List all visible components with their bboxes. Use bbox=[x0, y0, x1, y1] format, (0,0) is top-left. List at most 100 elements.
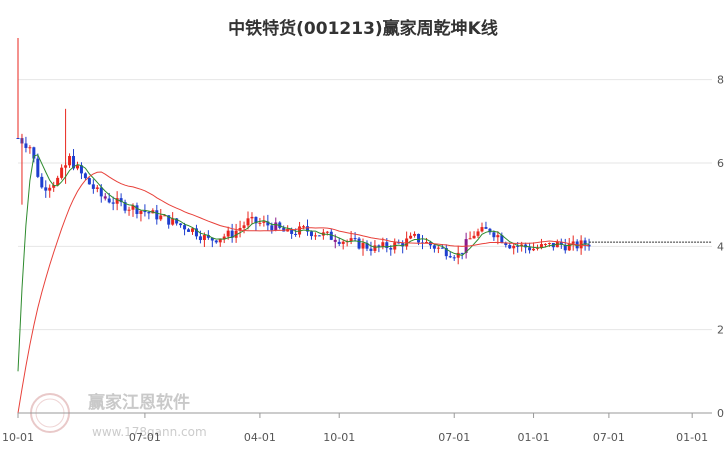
candle-body bbox=[183, 225, 187, 230]
candle-body bbox=[270, 225, 274, 231]
candle-body bbox=[532, 248, 536, 251]
candle-body bbox=[409, 235, 413, 239]
moving-averages bbox=[17, 154, 590, 414]
candle-body bbox=[167, 215, 171, 225]
candle-body bbox=[290, 229, 294, 234]
candle-body bbox=[187, 229, 191, 232]
candle-body bbox=[298, 226, 302, 235]
candle-body bbox=[274, 222, 278, 231]
candle-body bbox=[361, 242, 365, 249]
candle-body bbox=[317, 235, 321, 237]
y-tick-label: 0 bbox=[717, 407, 724, 420]
candle-body bbox=[440, 247, 444, 249]
candle-body bbox=[242, 225, 246, 229]
x-tick-label: 07-01 bbox=[593, 431, 625, 444]
candle-body bbox=[520, 244, 524, 247]
y-tick-label: 6 bbox=[717, 157, 724, 170]
candle-body bbox=[337, 241, 341, 244]
candle-body bbox=[202, 234, 206, 240]
candle-body bbox=[52, 184, 56, 188]
candle-body bbox=[143, 210, 147, 213]
candle-body bbox=[448, 256, 452, 258]
candle-body bbox=[163, 215, 167, 217]
candle-body bbox=[365, 242, 369, 249]
candle-body bbox=[488, 228, 492, 233]
candle-body bbox=[198, 236, 202, 240]
candle-body bbox=[32, 147, 36, 159]
candle-body bbox=[40, 176, 44, 188]
candle-body bbox=[262, 221, 266, 223]
candle-body bbox=[115, 198, 119, 204]
candle-body bbox=[424, 242, 428, 244]
candle-body bbox=[325, 231, 329, 233]
x-tick-label: 10-01 bbox=[323, 431, 355, 444]
candle-body bbox=[401, 243, 405, 247]
candle-body bbox=[72, 155, 76, 169]
candle-body bbox=[206, 234, 210, 238]
candle-body bbox=[309, 231, 313, 237]
x-tick-label: 04-01 bbox=[244, 431, 276, 444]
candle-body bbox=[444, 247, 448, 257]
candle-body bbox=[313, 235, 317, 237]
candle-body bbox=[547, 242, 551, 244]
candle-body bbox=[432, 245, 436, 249]
candle-body bbox=[179, 223, 183, 226]
candle-body bbox=[468, 238, 472, 240]
candle-body bbox=[266, 221, 270, 226]
candle-body bbox=[397, 242, 401, 244]
candle-body bbox=[302, 226, 306, 228]
candle-body bbox=[56, 177, 60, 185]
candle-body bbox=[28, 147, 32, 149]
candle-body bbox=[171, 218, 175, 225]
candle-body bbox=[381, 242, 385, 247]
candle-body bbox=[218, 238, 222, 243]
candle-body bbox=[286, 229, 290, 232]
candle-body bbox=[333, 239, 337, 242]
candle-body bbox=[135, 205, 139, 214]
candle-body bbox=[472, 235, 476, 239]
watermark-url: www.178gann.com bbox=[92, 425, 207, 439]
candle-body bbox=[555, 241, 559, 248]
candle-body bbox=[341, 241, 345, 244]
ma-short-line bbox=[17, 154, 590, 372]
candle-body bbox=[528, 247, 532, 251]
candle-body bbox=[484, 227, 488, 229]
candle-body bbox=[496, 235, 500, 238]
x-tick-label: 07-01 bbox=[438, 431, 470, 444]
candle-body bbox=[155, 210, 159, 220]
candle-body bbox=[111, 202, 115, 204]
candle-body bbox=[377, 245, 381, 247]
x-tick-label: 01-01 bbox=[676, 431, 708, 444]
candle-body bbox=[512, 245, 516, 249]
candle-body bbox=[305, 226, 309, 232]
candle-body bbox=[95, 187, 99, 189]
axes: 0 2 4 6 8 10-01 07-01 04-01 10-01 07-01 01-01 07-01… bbox=[2, 74, 724, 444]
candle-body bbox=[452, 257, 456, 259]
candle-body bbox=[583, 240, 587, 245]
candle-body bbox=[230, 230, 234, 238]
candle-body bbox=[329, 231, 333, 240]
candle-body bbox=[36, 158, 40, 177]
candle-body bbox=[571, 241, 575, 244]
candle-body bbox=[480, 227, 484, 232]
candle-body bbox=[175, 218, 179, 224]
candle-body bbox=[460, 252, 464, 254]
candle-body bbox=[99, 187, 103, 197]
watermark-text: 赢家江恩软件 bbox=[88, 392, 190, 413]
candle-body bbox=[214, 240, 218, 243]
candle-body bbox=[349, 238, 353, 242]
candle-body bbox=[539, 244, 543, 248]
candle-body bbox=[492, 232, 496, 238]
candle-body bbox=[24, 143, 28, 148]
chart-title: 中铁特货(001213)赢家周乾坤K线 bbox=[228, 19, 498, 39]
candle-body bbox=[103, 196, 107, 199]
candle-body bbox=[123, 202, 127, 211]
candle-body bbox=[436, 247, 440, 249]
candle-body bbox=[16, 138, 20, 139]
candle-body bbox=[282, 227, 286, 232]
candle-body bbox=[543, 243, 547, 245]
candle-body bbox=[567, 243, 571, 251]
candle-body bbox=[127, 209, 131, 211]
candle-body bbox=[357, 238, 361, 249]
